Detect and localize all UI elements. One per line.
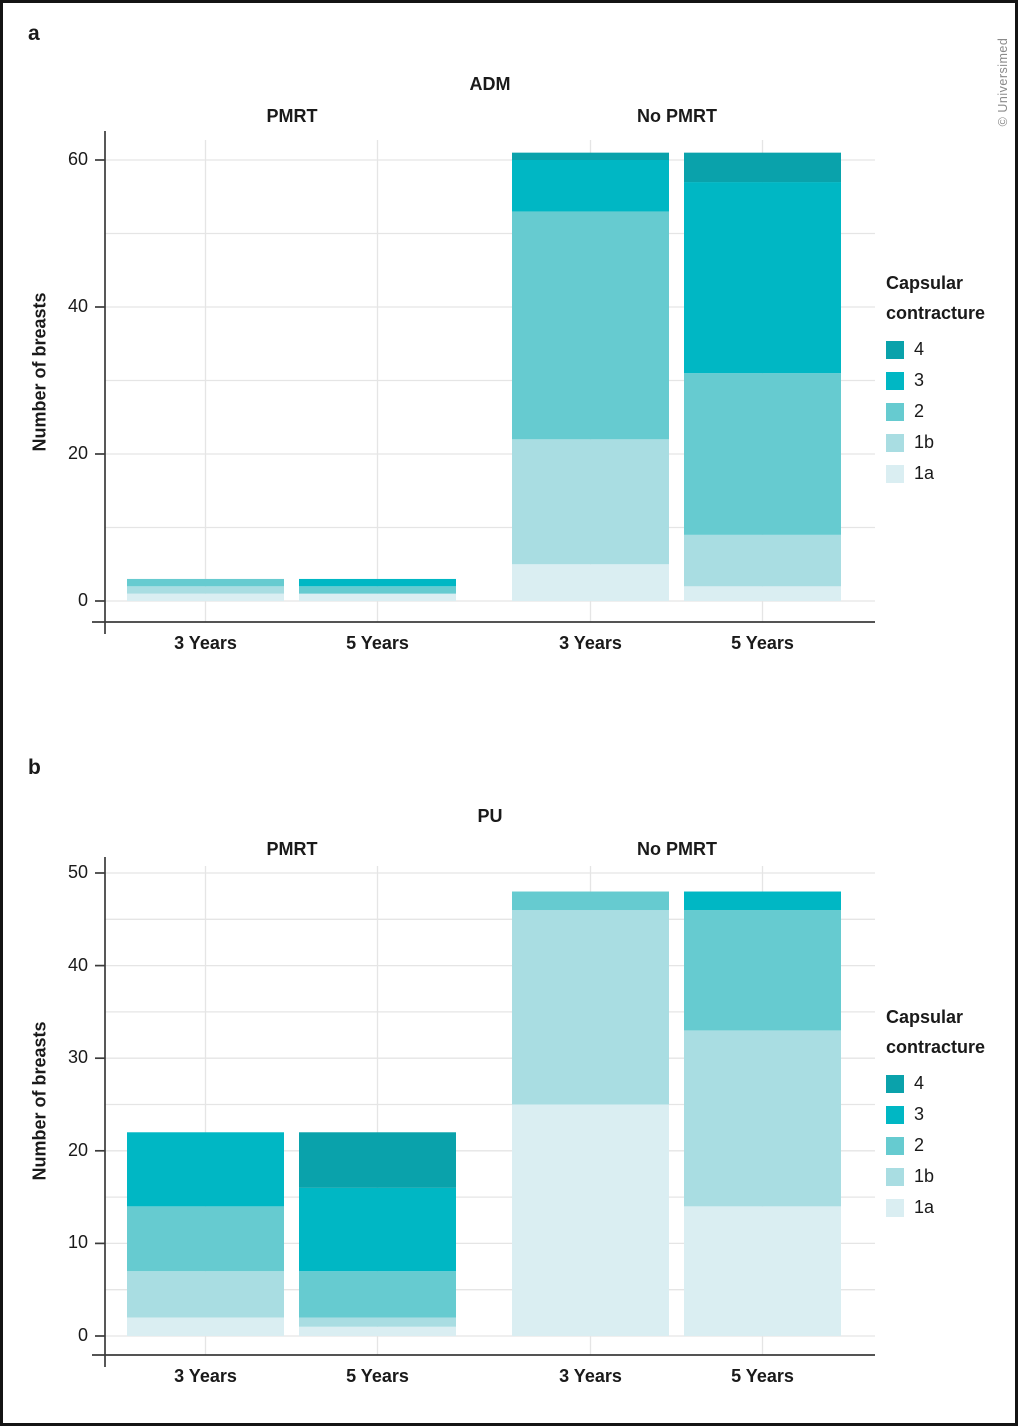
y-tick-label: 20 [67,443,88,463]
legend-item: 1a [886,458,1016,489]
bar-segment-1b [512,439,669,565]
panel-a-facet-pmrt: PMRT [266,106,318,126]
panel-a-legend: Capsular contracture 4 3 2 1b 1a [886,268,1016,489]
bar-segment-3 [684,182,841,374]
panel-b-letter: b [28,756,41,779]
legend-swatch-4 [886,340,904,359]
bar-segment-2 [299,1271,456,1318]
y-tick-label: 0 [77,1325,88,1345]
bar-segment-1a [127,1317,284,1336]
bar-segment-1b [127,586,284,594]
legend-title: Capsular contracture [886,273,986,323]
bar-segment-2 [299,586,456,594]
x-tick-label: 3 Years [174,633,237,653]
bar-segment-3 [299,1187,456,1272]
panel-b-legend: Capsular contracture 4 3 2 1b 1a [886,1002,1016,1223]
legend-item: 1b [886,427,1016,458]
bar-segment-1b [512,910,669,1105]
legend-label-4: 4 [914,1073,925,1093]
legend-item: 2 [886,396,1016,427]
panel-a-title: ADM [469,74,511,94]
legend-title: Capsular contracture [886,1007,986,1057]
legend-swatch-3 [886,371,904,390]
legend-swatch-1b [886,1167,904,1186]
legend-swatch-4 [886,1074,904,1093]
legend-label-3: 3 [914,1104,925,1124]
legend-label-1a: 1a [914,463,935,483]
bar-segment-4 [299,1132,456,1188]
bar-segment-2 [512,891,669,911]
copyright-text: © Universimed [996,37,1010,127]
bar-segment-1b [684,1030,841,1207]
y-tick-label: 0 [77,590,88,610]
y-tick-label: 20 [67,1139,88,1160]
legend-item: 3 [886,1099,1016,1130]
legend-label-4: 4 [914,339,925,359]
legend-item: 2 [886,1130,1016,1161]
x-tick-label: 5 Years [346,1366,409,1386]
bar-segment-1a [684,1206,841,1336]
bar-segment-1a [512,564,669,601]
bar-segment-1b [127,1271,284,1318]
legend-label-2: 2 [914,401,925,421]
x-tick-label: 5 Years [731,633,794,653]
bar-segment-3 [512,160,669,212]
legend-item: 3 [886,365,1016,396]
bar-segment-2 [684,373,841,535]
bar-segment-1a [512,1104,669,1336]
legend-label-2: 2 [914,1135,925,1155]
y-tick-label: 10 [67,1232,88,1253]
bar-segment-3 [299,578,456,587]
legend-item: 4 [886,1068,1016,1099]
bar-segment-3 [684,891,841,911]
y-tick-label: 30 [67,1047,88,1068]
legend-items: 4 3 2 1b 1a [886,1068,1016,1223]
bar-segment-1a [127,593,284,601]
bar-segment-2 [127,578,284,587]
x-tick-label: 5 Years [346,633,409,653]
bar-segment-4 [684,152,841,183]
legend-swatch-3 [886,1105,904,1124]
bar-segment-1a [299,1326,456,1336]
legend-item: 1b [886,1161,1016,1192]
bar-segment-2 [684,910,841,1031]
x-tick-label: 3 Years [559,633,622,653]
bar-segment-1b [299,1317,456,1327]
bar-segment-1b [684,534,841,587]
panel-b-facet-pmrt: PMRT [266,839,318,859]
bar-segment-2 [512,211,669,440]
legend-items: 4 3 2 1b 1a [886,334,1016,489]
panel-a-facet-no-pmrt: No PMRT [637,106,717,126]
bar-segment-4 [512,152,669,160]
x-tick-label: 5 Years [731,1366,794,1386]
legend-label-1a: 1a [914,1197,935,1217]
panel-a-letter: a [28,22,40,45]
legend-swatch-1a [886,464,904,483]
legend-swatch-2 [886,402,904,421]
legend-swatch-1b [886,433,904,452]
legend-label-1b: 1b [914,432,935,452]
bar-segment-2 [127,1206,284,1272]
legend-item: 4 [886,334,1016,365]
legend-label-3: 3 [914,370,925,390]
bar-segment-3 [127,1132,284,1207]
y-tick-label: 40 [67,954,88,975]
legend-label-1b: 1b [914,1166,935,1186]
panel-b-title: PU [477,806,503,826]
bar-segment-1a [684,586,841,601]
x-tick-label: 3 Years [559,1366,622,1386]
y-tick-label: 50 [67,862,88,882]
legend-swatch-2 [886,1136,904,1155]
legend-item: 1a [886,1192,1016,1223]
bar-segment-1a [299,593,456,601]
y-tick-label: 40 [67,296,88,316]
panel-b-facet-no-pmrt: No PMRT [637,839,717,859]
y-tick-label: 60 [67,149,88,169]
x-tick-label: 3 Years [174,1366,237,1386]
legend-swatch-1a [886,1198,904,1217]
